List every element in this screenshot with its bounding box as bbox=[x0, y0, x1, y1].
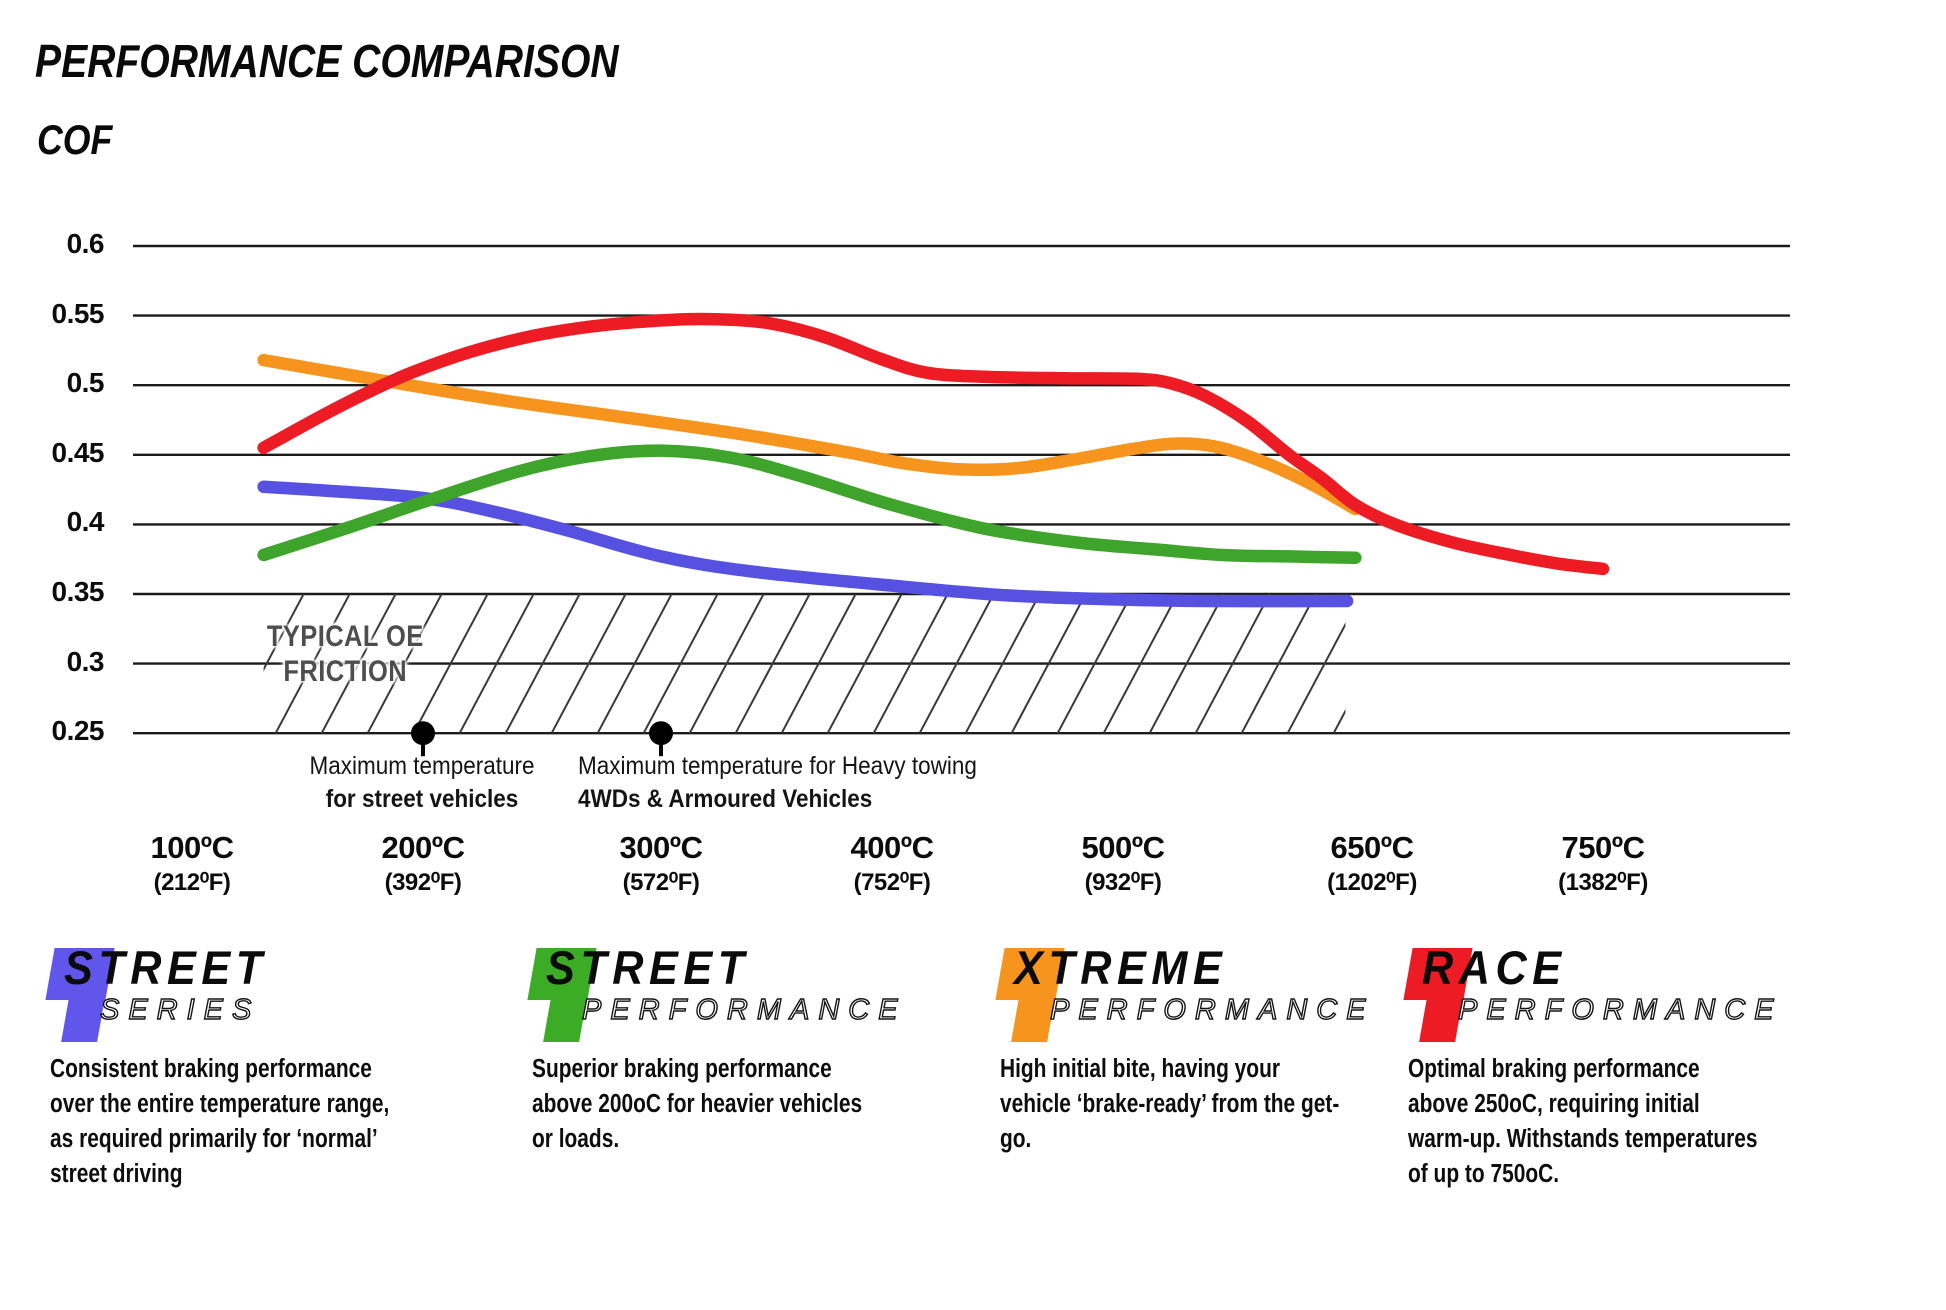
x-tick-celsius: 400ºC bbox=[850, 830, 934, 865]
marker2-line2: 4WDs & Armoured Vehicles bbox=[578, 784, 873, 813]
typical-oe-friction-label: TYPICAL OE FRICTION bbox=[256, 620, 435, 690]
y-tick-0.4: 0.4 bbox=[66, 506, 105, 538]
x-tick-celsius: 300ºC bbox=[619, 830, 703, 865]
marker2-line1: Maximum temperature for Heavy towing bbox=[578, 752, 977, 780]
oe-label-line2: FRICTION bbox=[283, 654, 408, 688]
oe-label-line1: TYPICAL OE bbox=[266, 620, 424, 653]
x-tick-celsius: 200ºC bbox=[381, 830, 465, 865]
x-tick-fahrenheit: (1382⁰F) bbox=[1558, 869, 1648, 896]
marker-label-street-vehicles: Maximum temperature for street vehicles bbox=[269, 750, 575, 815]
y-tick-0.5: 0.5 bbox=[66, 367, 105, 399]
curve-street-performance bbox=[257, 444, 1362, 565]
curve-race-performance bbox=[257, 312, 1610, 576]
marker-label-heavy-towing: Maximum temperature for Heavy towing 4WD… bbox=[578, 750, 977, 815]
x-tick-650c: 650ºC (1202⁰F) bbox=[1277, 830, 1467, 897]
y-axis-title: COF bbox=[37, 116, 113, 163]
street-performance-word: STREET bbox=[546, 941, 750, 994]
y-tick-0.55: 0.55 bbox=[51, 297, 105, 329]
marker-dot-2 bbox=[649, 721, 673, 746]
xtreme-performance-subword: PERFORMANCE bbox=[1049, 993, 1375, 1026]
max-temperature-markers bbox=[411, 721, 673, 757]
xtreme-performance-description: High initial bite, having your vehicle ‘… bbox=[1000, 1055, 1340, 1153]
race-performance-subword: PERFORMANCE bbox=[1457, 993, 1783, 1026]
x-tick-200c: 200ºC (392⁰F) bbox=[328, 830, 518, 897]
street-performance-subword: PERFORMANCE bbox=[581, 993, 907, 1026]
typical-oe-friction-band bbox=[263, 594, 1346, 734]
page-title: PERFORMANCE COMPARISON bbox=[35, 35, 619, 87]
race-performance-word: RACE bbox=[1422, 941, 1567, 994]
gridlines bbox=[133, 244, 1790, 735]
curves bbox=[257, 312, 1610, 608]
street-series-subword: SERIES bbox=[99, 993, 261, 1026]
x-tick-celsius: 500ºC bbox=[1081, 830, 1165, 865]
x-tick-fahrenheit: (1202⁰F) bbox=[1327, 869, 1417, 896]
marker-dot-1 bbox=[411, 721, 435, 746]
x-tick-500c: 500ºC (932⁰F) bbox=[1028, 830, 1218, 897]
x-tick-100c: 100ºC (212⁰F) bbox=[97, 830, 287, 897]
y-tick-0.35: 0.35 bbox=[51, 576, 105, 607]
marker1-line1: Maximum temperature bbox=[309, 752, 535, 780]
xtreme-performance-word: XTREME bbox=[1014, 941, 1228, 994]
x-tick-750c: 750ºC (1382⁰F) bbox=[1508, 830, 1698, 897]
marker1-line2: for street vehicles bbox=[325, 784, 519, 813]
y-tick-0.25: 0.25 bbox=[51, 715, 105, 747]
y-tick-0.45: 0.45 bbox=[51, 436, 105, 468]
x-tick-celsius: 650ºC bbox=[1330, 830, 1414, 865]
x-tick-fahrenheit: (212⁰F) bbox=[153, 869, 231, 896]
x-tick-fahrenheit: (392⁰F) bbox=[384, 869, 462, 896]
x-tick-fahrenheit: (572⁰F) bbox=[622, 869, 700, 896]
y-tick-0.6: 0.6 bbox=[66, 228, 105, 259]
street-series-description: Consistent braking performance over the … bbox=[50, 1055, 390, 1188]
y-tick-0.3: 0.3 bbox=[66, 645, 105, 677]
x-tick-300c: 300ºC (572⁰F) bbox=[566, 830, 756, 897]
x-tick-celsius: 100ºC bbox=[150, 830, 234, 865]
curve-xtreme-performance bbox=[257, 353, 1362, 516]
x-tick-fahrenheit: (752⁰F) bbox=[853, 869, 931, 896]
x-tick-400c: 400ºC (752⁰F) bbox=[797, 830, 987, 897]
street-performance-description: Superior braking performance above 200oC… bbox=[532, 1055, 863, 1153]
street-series-word: STREET bbox=[64, 941, 268, 994]
x-tick-celsius: 750ºC bbox=[1561, 830, 1645, 865]
race-performance-description: Optimal braking performance above 250oC,… bbox=[1408, 1055, 1758, 1188]
x-tick-fahrenheit: (932⁰F) bbox=[1084, 869, 1162, 896]
